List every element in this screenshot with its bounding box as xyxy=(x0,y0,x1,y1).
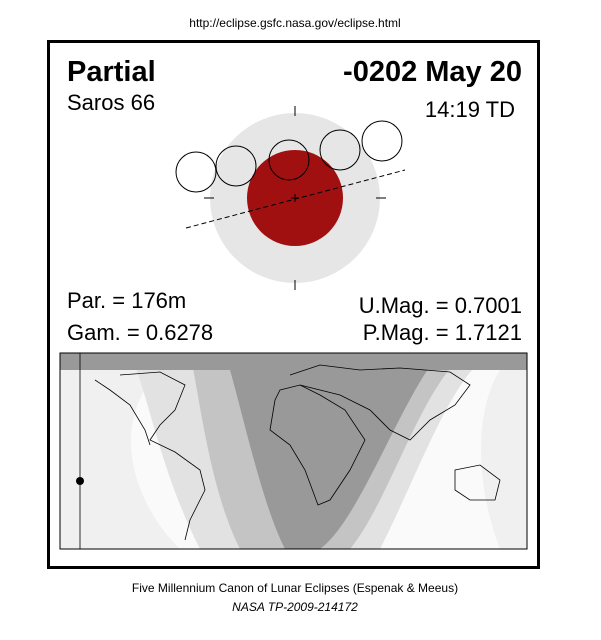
url: http://eclipse.gsfc.nasa.gov/eclipse.htm… xyxy=(189,16,400,30)
par: Par. = 176m xyxy=(67,288,186,313)
eclipse-date: -0202 May 20 xyxy=(343,56,522,88)
pmag: P.Mag. = 1.7121 xyxy=(363,320,522,345)
footer-line2: NASA TP-2009-214172 xyxy=(232,600,358,614)
saros: Saros 66 xyxy=(67,90,155,115)
moon-positions xyxy=(175,120,403,193)
gam: Gam. = 0.6278 xyxy=(67,320,213,345)
eclipse-type: Partial xyxy=(67,56,156,88)
eclipse-geometry xyxy=(175,106,406,290)
world-map xyxy=(59,352,528,550)
footer-line1: Five Millennium Canon of Lunar Eclipses … xyxy=(132,581,458,595)
ticks xyxy=(204,106,386,290)
umag: U.Mag. = 0.7001 xyxy=(359,293,522,318)
time: 14:19 TD xyxy=(425,97,515,122)
